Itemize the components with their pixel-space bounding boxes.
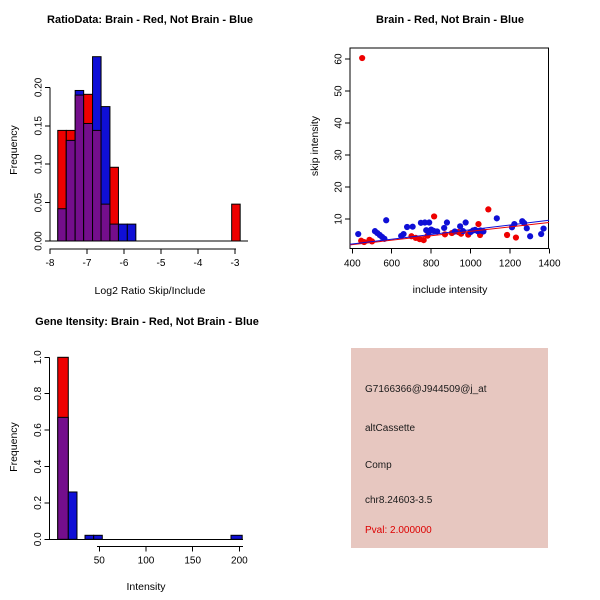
gene-histogram-plot: 0.0 0.2 0.4 0.6 0.8 1.0 50 100 150 200 bbox=[33, 350, 248, 567]
y-tick-label: 0.05 bbox=[34, 192, 45, 212]
ratio-histogram-plot: 0.00 0.05 0.10 0.15 0.20 -8 -7 -6 -5 -4 -3 bbox=[34, 56, 248, 269]
y-tick-label: 30 bbox=[334, 149, 345, 161]
y-tick-label: 0.4 bbox=[33, 459, 44, 473]
scatter-point bbox=[493, 215, 500, 222]
scatter-point bbox=[404, 223, 411, 231]
x-tick-label: -3 bbox=[231, 258, 240, 269]
scatter-point bbox=[383, 217, 390, 224]
x-tick-label: 1000 bbox=[459, 258, 482, 269]
histogram-bar-overlap bbox=[57, 416, 69, 540]
y-tick-label: 0.0 bbox=[33, 532, 44, 546]
x-tick-label: 400 bbox=[344, 258, 361, 269]
y-tick-label: 60 bbox=[334, 53, 345, 65]
y-tick-label: 20 bbox=[334, 181, 345, 193]
x-tick-label: -6 bbox=[120, 258, 129, 269]
scatter-point bbox=[426, 219, 433, 226]
y-tick-label: 0.8 bbox=[33, 386, 44, 400]
scatter-point bbox=[421, 219, 428, 226]
scatter-point bbox=[540, 225, 547, 232]
y-tick-label: 40 bbox=[334, 117, 345, 129]
fit-line bbox=[349, 222, 550, 246]
x-tick-label: 200 bbox=[231, 556, 248, 567]
scatter-point bbox=[433, 228, 441, 235]
probe-id-text: G7166366@J944509@j_at bbox=[365, 384, 487, 395]
y-tick-label: 1.0 bbox=[33, 350, 44, 364]
scatter-point bbox=[441, 224, 448, 232]
scatter-point bbox=[409, 223, 416, 230]
histogram-bar-overlap bbox=[74, 94, 85, 242]
scatter-point bbox=[527, 233, 534, 240]
histogram-bar bbox=[126, 223, 137, 242]
histogram-bar-overlap bbox=[57, 208, 67, 242]
histogram-bar bbox=[230, 534, 243, 540]
scatter-title: Brain - Red, Not Brain - Blue bbox=[376, 14, 524, 26]
x-tick-label: 150 bbox=[184, 556, 201, 567]
scatter-point bbox=[355, 230, 362, 238]
x-tick-label: -8 bbox=[46, 258, 55, 269]
y-tick-label: 50 bbox=[334, 85, 345, 97]
chromosome-location-text: chr8.24603-3.5 bbox=[365, 495, 433, 506]
scatter-xlabel: include intensity bbox=[412, 284, 488, 296]
pvalue-text: Pval: 2.000000 bbox=[365, 525, 432, 536]
x-tick-label: -7 bbox=[83, 258, 92, 269]
x-tick-label: 800 bbox=[423, 258, 440, 269]
scatter-point bbox=[538, 230, 545, 238]
y-tick-label: 0.00 bbox=[34, 231, 45, 251]
gene-info-box: G7166366@J944509@j_at altCassette Comp c… bbox=[351, 348, 548, 548]
scatter-point bbox=[400, 230, 407, 238]
histogram-bar-overlap bbox=[65, 139, 76, 242]
histogram-bar bbox=[67, 491, 78, 540]
x-tick-label: 1200 bbox=[499, 258, 522, 269]
x-tick-label: -5 bbox=[157, 258, 166, 269]
scatter-point bbox=[457, 223, 464, 230]
scatter-point bbox=[512, 234, 520, 241]
y-tick-label: 10 bbox=[334, 213, 345, 225]
y-tick-label: 0.6 bbox=[33, 423, 44, 437]
histogram-bar-overlap bbox=[109, 223, 119, 242]
plot-box bbox=[349, 47, 549, 249]
x-tick-label: 600 bbox=[383, 258, 400, 269]
histogram-bar-overlap bbox=[100, 203, 111, 242]
scatter-point bbox=[443, 219, 451, 226]
ratio-histogram-xlabel: Log2 Ratio Skip/Include bbox=[94, 285, 206, 297]
x-tick-label: 1400 bbox=[538, 258, 561, 269]
scatter-point bbox=[485, 206, 492, 213]
scatter-point bbox=[359, 54, 366, 62]
x-tick-label: 100 bbox=[138, 556, 155, 567]
fit-line bbox=[349, 219, 550, 245]
y-tick-label: 0.2 bbox=[33, 496, 44, 510]
scatter-point bbox=[523, 225, 530, 232]
scatter-point bbox=[462, 219, 469, 226]
gene-histogram-xlabel: Intensity bbox=[126, 581, 166, 593]
y-tick-label: 0.15 bbox=[34, 116, 45, 136]
x-tick-label: -4 bbox=[194, 258, 203, 269]
comparison-text: Comp bbox=[365, 460, 392, 471]
x-tick-label: 50 bbox=[94, 556, 106, 567]
histogram-bar bbox=[84, 534, 95, 540]
scatter-point bbox=[431, 213, 438, 220]
scatter-point bbox=[420, 237, 427, 244]
y-tick-label: 0.20 bbox=[34, 77, 45, 97]
y-tick-label: 0.10 bbox=[34, 154, 45, 174]
scatter-point bbox=[475, 221, 482, 228]
histogram-bar bbox=[231, 203, 241, 242]
ratio-histogram-title: RatioData: Brain - Red, Not Brain - Blue bbox=[47, 14, 253, 26]
histogram-bar bbox=[93, 534, 103, 540]
scatter-point bbox=[503, 231, 511, 239]
splice-event-type-text: altCassette bbox=[365, 423, 416, 434]
histogram-bar-overlap bbox=[92, 129, 102, 242]
histogram-bar bbox=[117, 223, 128, 242]
gene-histogram-title: Gene Itensity: Brain - Red, Not Brain - … bbox=[35, 316, 259, 328]
scatter-plot: 400 600 800 1000 1200 1400 10 20 30 40 50 60 bbox=[334, 47, 561, 269]
histogram-bar-overlap bbox=[83, 122, 94, 242]
